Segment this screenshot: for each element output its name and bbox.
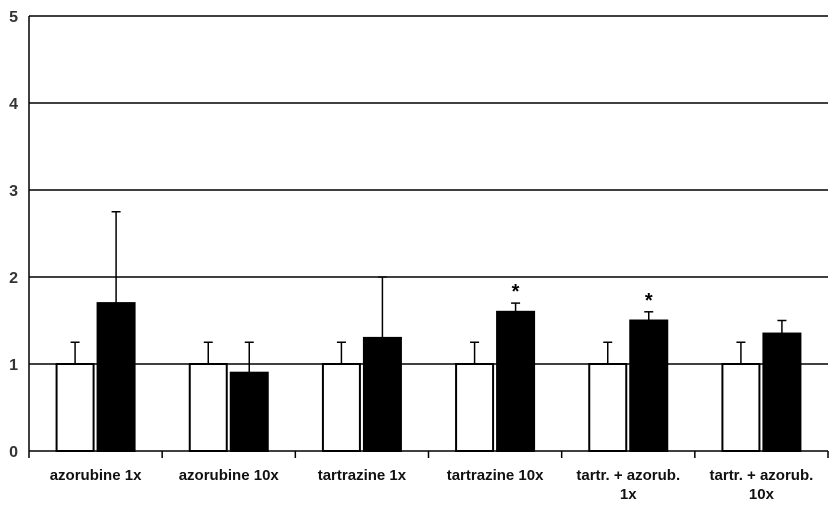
- category-label: azorubine 10x: [179, 467, 280, 484]
- treated-bar: [762, 332, 802, 452]
- significance-marker: *: [645, 290, 653, 312]
- category-label: tartr. + azorub.: [710, 467, 814, 484]
- control-bar: [188, 363, 228, 452]
- category-label: 10x: [749, 486, 775, 503]
- control-bar: [721, 363, 761, 452]
- y-tick-label: 0: [9, 444, 18, 461]
- control-bar: [455, 363, 495, 452]
- y-tick-label: 4: [9, 96, 18, 113]
- category-label: azorubine 1x: [50, 467, 142, 484]
- y-tick-label: 3: [9, 183, 18, 200]
- treated-bar: [96, 302, 136, 452]
- gridlines: [29, 15, 828, 365]
- y-tick-label: 2: [9, 270, 18, 287]
- y-tick-label: 1: [9, 357, 18, 374]
- category-label: tartrazine 1x: [318, 467, 407, 484]
- error-bars: [70, 211, 787, 373]
- control-bar: [55, 363, 95, 452]
- labels: 0 1 2 3 4 5 * * azorubine 1x azorubine 10x tartraz…: [9, 9, 813, 503]
- category-label: tartrazine 10x: [447, 467, 544, 484]
- treated-bar: [362, 336, 402, 452]
- control-bar: [588, 363, 628, 452]
- treated-bar: [629, 319, 669, 452]
- significance-marker: *: [512, 281, 520, 303]
- category-label: tartr. + azorub.: [576, 467, 680, 484]
- bars: [55, 302, 802, 453]
- control-bar: [321, 363, 361, 452]
- treated-bar: [496, 310, 536, 452]
- axes: [28, 16, 829, 458]
- category-label: 1x: [620, 486, 637, 503]
- y-tick-label: 5: [9, 9, 18, 26]
- treated-bar: [229, 371, 269, 453]
